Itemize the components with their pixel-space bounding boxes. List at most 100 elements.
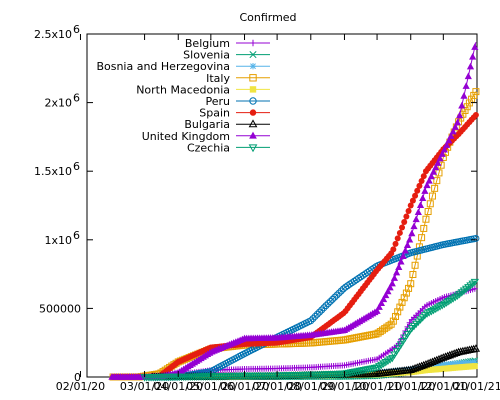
data-point <box>461 106 469 114</box>
data-point <box>412 192 419 199</box>
data-point <box>422 215 430 223</box>
legend-label: Spain <box>199 107 230 120</box>
data-point <box>403 331 412 339</box>
data-point <box>414 208 422 216</box>
data-point <box>388 279 396 287</box>
data-point <box>409 270 417 278</box>
legend-item: Spain <box>199 107 270 120</box>
data-point <box>335 289 343 297</box>
data-point <box>434 159 442 166</box>
data-point <box>411 261 419 269</box>
data-point <box>470 278 479 287</box>
data-point <box>471 43 479 50</box>
data-point <box>329 295 337 303</box>
x-tick-label: 10/01/20 <box>352 380 401 393</box>
x-tick-label: 12/01/20 <box>419 380 468 393</box>
data-point <box>436 154 444 162</box>
y-tick-exponent: 6 <box>73 23 80 36</box>
data-point <box>431 184 439 192</box>
data-point <box>375 303 383 310</box>
legend-label: Czechia <box>187 141 230 154</box>
data-point <box>428 192 436 200</box>
data-point <box>429 168 438 175</box>
data-point <box>326 297 334 305</box>
x-tick-label: 02/01/20 <box>56 380 105 393</box>
data-point <box>401 334 410 343</box>
data-point <box>462 82 470 89</box>
data-point <box>405 284 413 292</box>
data-point <box>445 136 453 144</box>
data-point <box>402 289 410 297</box>
data-point <box>425 177 433 184</box>
data-point <box>309 315 317 323</box>
legend-label: Belgium <box>185 37 230 50</box>
data-point <box>315 308 323 316</box>
data-point <box>324 300 332 308</box>
data-point <box>248 119 258 128</box>
y-tick-label: 1.5x10 <box>34 165 72 178</box>
legend-item: Bosnia and Herzegovina <box>96 60 270 73</box>
x-tick-label: 09/01/20 <box>320 380 369 393</box>
data-point <box>421 187 429 194</box>
data-point <box>384 287 392 295</box>
legend-item: Bulgaria <box>184 118 270 131</box>
data-point <box>471 344 481 352</box>
data-point <box>416 182 423 189</box>
data-point <box>427 172 435 180</box>
data-point <box>392 240 399 247</box>
data-point <box>453 118 462 126</box>
data-point <box>385 322 393 330</box>
data-point <box>248 144 258 153</box>
data-point <box>389 317 397 325</box>
data-point <box>471 363 478 370</box>
data-point <box>426 200 434 208</box>
plot-area <box>86 33 481 382</box>
data-point <box>396 341 406 349</box>
legend-label: Slovenia <box>183 49 230 62</box>
data-point <box>318 306 326 314</box>
x-tick-label: 05/01/20 <box>186 380 235 393</box>
data-point <box>390 351 399 360</box>
y-tick-label: 2.5x10 <box>34 28 72 41</box>
data-point <box>400 294 408 302</box>
data-point <box>405 207 412 214</box>
y-tick-exponent: 6 <box>73 229 80 242</box>
legend-label: United Kingdom <box>142 130 230 143</box>
y-tick-label: 1x10 <box>44 234 72 247</box>
data-point <box>419 194 427 201</box>
data-point <box>394 235 401 242</box>
legend-item: Italy <box>206 72 270 85</box>
legend-item: Czechia <box>187 141 270 154</box>
data-point <box>331 293 339 301</box>
data-point <box>451 123 459 130</box>
legend-item: Slovenia <box>183 49 270 62</box>
data-point <box>472 111 479 118</box>
data-point <box>392 312 400 320</box>
x-tick-label: 06/01/20 <box>220 380 269 393</box>
legend-label: North Macedonia <box>136 83 230 96</box>
data-point <box>249 39 257 47</box>
data-point <box>442 141 451 148</box>
data-point <box>440 145 449 153</box>
data-point <box>406 319 413 326</box>
x-tick-label: 08/01/20 <box>286 380 335 393</box>
y-tick-label: 2x10 <box>44 97 72 110</box>
data-point <box>396 229 403 236</box>
data-point <box>396 303 404 311</box>
data-point <box>471 285 478 292</box>
data-point <box>406 235 414 243</box>
data-point <box>410 222 418 230</box>
series-spain <box>110 111 479 380</box>
legend-item: Peru <box>205 95 270 108</box>
x-axis: 02/01/20 03/01/2004/01/2005/01/2006/01/20… <box>56 34 500 393</box>
data-point <box>420 173 427 180</box>
data-point <box>432 163 440 171</box>
data-point <box>382 291 390 299</box>
data-point <box>401 246 409 254</box>
data-point <box>249 74 257 82</box>
x-tick-label: 03/01/20 <box>120 380 169 393</box>
data-point <box>464 72 472 80</box>
data-point <box>407 280 415 288</box>
